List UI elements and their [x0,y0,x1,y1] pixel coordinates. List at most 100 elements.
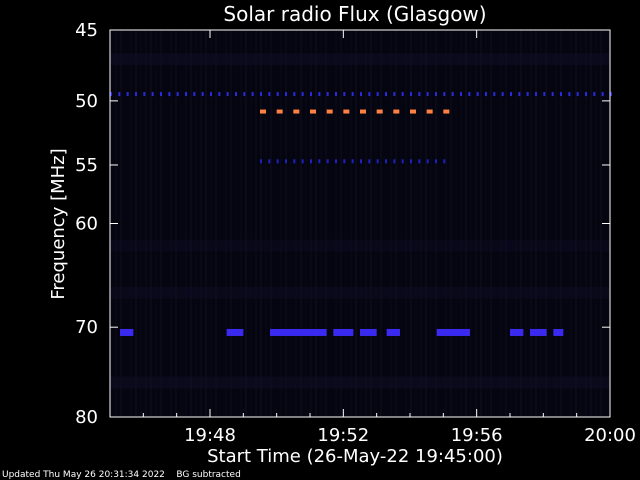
noise-stripe [225,30,227,417]
noise-stripe [150,30,152,417]
noise-stripe [515,30,517,417]
noise-stripe [485,30,487,417]
noise-stripe [420,30,422,417]
noise-stripe [190,30,192,417]
faint-line-55MHz-dot [401,159,404,164]
x-axis-label: Start Time (26-May-22 19:45:00) [207,446,503,467]
noise-stripe [415,30,417,417]
faint-line-55MHz-dot [343,159,346,164]
faint-line-55MHz-dot [318,159,321,164]
noise-stripe [495,30,497,417]
noise-stripe [220,30,222,417]
noise-stripe [320,30,322,417]
noise-stripe [350,30,352,417]
noise-stripe [405,30,407,417]
dotted-line-50MHz-dot [426,92,429,97]
dotted-line-50MHz-dot [301,92,304,97]
band-70-5MHz-segment [360,328,377,336]
x-tick-label: 19:48 [184,425,236,446]
orange-burst-51MHz-dash [360,109,366,114]
dotted-line-50MHz-dot [343,92,346,97]
x-tick-label: 20:00 [584,425,636,446]
noise-stripe [390,30,392,417]
dotted-line-50MHz-dot [535,92,537,97]
noise-stripe [470,30,472,417]
dotted-line-50MHz-dot [360,92,362,97]
dotted-line-50MHz-dot [493,92,496,97]
faint-line-55MHz-dot [301,159,304,164]
dotted-line-50MHz-dot [510,92,512,97]
noise-stripe [560,30,562,417]
noise-stripe [230,30,232,417]
dotted-line-50MHz-dot [376,92,379,97]
noise-stripe [240,30,242,417]
noise-stripe [250,30,252,417]
dotted-line-50MHz-dot [193,92,196,97]
noise-stripe [355,30,357,417]
noise-stripe [570,30,572,417]
dotted-line-50MHz-dot [135,92,137,97]
noise-stripe [175,30,177,417]
dotted-line-50MHz-dot [385,92,387,97]
footer-note: BG subtracted [176,470,241,480]
dotted-line-50MHz-dot [176,92,179,97]
noise-stripe [215,30,217,417]
faint-line-55MHz-dot [310,159,312,164]
dotted-line-50MHz-dot [110,92,112,97]
faint-line-55MHz-dot [393,159,396,164]
noise-stripe [445,30,447,417]
noise-stripe [550,30,552,417]
noise-stripe [435,30,437,417]
noise-stripe [335,30,337,417]
dotted-line-50MHz-dot [476,92,479,97]
chart-title: Solar radio Flux (Glasgow) [223,2,486,26]
noise-stripe [345,30,347,417]
dotted-line-50MHz-dot [451,92,454,97]
noise-stripe [135,30,137,417]
noise-stripe [525,30,527,417]
faint-line-55MHz-dot [293,159,296,164]
y-tick-label: 70 [75,317,98,338]
noise-stripe [185,30,187,417]
y-tick-label: 60 [75,214,98,235]
faint-line-55MHz-dot [268,159,271,164]
footer-updated: Updated Thu May 26 20:31:34 2022 [2,470,165,480]
y-axis-label: Frequency [MHz] [48,148,69,299]
x-tick-label: 19:52 [317,425,369,446]
noise-stripe [170,30,172,417]
footer-status: Updated Thu May 26 20:31:34 2022 BG subt… [2,470,241,480]
dotted-line-50MHz-dot [235,92,237,97]
orange-burst-51MHz-dash [393,109,400,114]
y-tick-label: 80 [75,407,98,428]
noise-stripe [125,30,127,417]
orange-burst-51MHz-dash [410,109,416,114]
noise-band [110,53,610,66]
faint-line-55MHz-dot [285,159,287,164]
noise-stripe [145,30,147,417]
dotted-line-50MHz-dot [201,92,204,97]
dotted-line-50MHz-dot [526,92,529,97]
noise-stripe [235,30,237,417]
band-70-5MHz-segment [436,328,470,336]
faint-line-55MHz-dot [351,159,354,164]
noise-stripe [285,30,287,417]
faint-line-55MHz-dot [260,159,262,164]
dotted-line-50MHz-dot [551,92,554,97]
noise-stripe [275,30,277,417]
noise-stripe [410,30,412,417]
dotted-line-50MHz-dot [268,92,271,97]
dotted-line-50MHz-dot [593,92,596,97]
dotted-line-50MHz-dot [518,92,521,97]
dotted-line-50MHz-dot [435,92,437,97]
band-70-5MHz-segment [530,328,547,336]
noise-stripe [545,30,547,417]
dotted-line-50MHz-dot [568,92,571,97]
dotted-line-50MHz-dot [293,92,296,97]
dotted-line-50MHz-dot [585,92,587,97]
orange-burst-51MHz-dash [310,109,316,114]
noise-stripe [475,30,477,417]
orange-burst-51MHz-dash [343,109,350,114]
noise-stripe [540,30,542,417]
y-tick-label: 45 [75,20,98,41]
noise-stripe [280,30,282,417]
